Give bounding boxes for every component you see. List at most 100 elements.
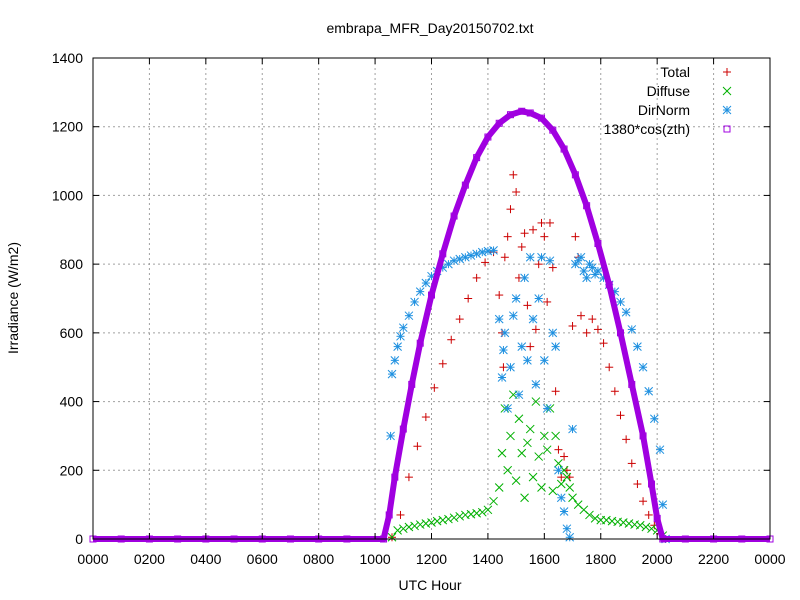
data-point bbox=[548, 263, 557, 272]
data-point bbox=[447, 335, 456, 344]
data-point bbox=[477, 247, 487, 257]
data-point bbox=[638, 362, 648, 372]
data-point bbox=[549, 126, 557, 134]
data-point bbox=[562, 472, 572, 482]
data-point bbox=[537, 218, 546, 227]
data-point bbox=[565, 532, 575, 542]
data-point bbox=[528, 314, 538, 324]
data-point bbox=[416, 339, 424, 347]
data-point bbox=[495, 119, 503, 127]
x-tick-label: 0800 bbox=[303, 551, 334, 567]
data-point bbox=[639, 497, 648, 506]
data-point bbox=[514, 414, 524, 424]
data-point bbox=[649, 414, 659, 424]
data-point bbox=[393, 526, 403, 535]
data-point bbox=[554, 445, 563, 454]
legend-marker bbox=[722, 86, 732, 96]
data-point bbox=[523, 438, 532, 448]
data-point bbox=[605, 363, 614, 372]
data-point bbox=[472, 273, 481, 282]
data-point bbox=[588, 315, 597, 324]
data-point bbox=[415, 287, 425, 296]
data-point bbox=[450, 212, 458, 220]
data-point bbox=[514, 390, 524, 400]
y-tick-label: 200 bbox=[60, 462, 84, 478]
data-point bbox=[568, 424, 577, 434]
legend: Total Diffuse DirNorm 1380*cos(zth) bbox=[604, 64, 732, 137]
data-point bbox=[571, 171, 579, 179]
data-point bbox=[408, 380, 416, 388]
data-point bbox=[489, 496, 498, 506]
data-point bbox=[430, 383, 439, 392]
y-tick-label: 1200 bbox=[52, 119, 83, 135]
data-point bbox=[610, 387, 619, 396]
data-point bbox=[551, 387, 560, 396]
data-point bbox=[506, 362, 515, 372]
data-point bbox=[556, 493, 566, 503]
data-point bbox=[534, 452, 544, 461]
data-point bbox=[444, 259, 453, 269]
data-point bbox=[658, 500, 668, 509]
data-point bbox=[449, 256, 459, 266]
data-point bbox=[499, 363, 508, 372]
data-point bbox=[559, 507, 569, 516]
data-point bbox=[537, 483, 546, 492]
data-point bbox=[523, 355, 532, 365]
data-point bbox=[473, 154, 481, 162]
data-point bbox=[472, 508, 481, 518]
data-point bbox=[539, 431, 549, 441]
data-point bbox=[579, 266, 589, 276]
x-tick-label: 0600 bbox=[247, 551, 278, 567]
data-point bbox=[455, 254, 465, 264]
data-point bbox=[489, 246, 498, 255]
data-point bbox=[393, 342, 403, 351]
data-point bbox=[526, 342, 535, 351]
data-point bbox=[461, 181, 469, 189]
x-tick-label: 1800 bbox=[585, 551, 616, 567]
data-point bbox=[481, 258, 490, 267]
data-point bbox=[655, 445, 665, 455]
data-point bbox=[509, 170, 518, 179]
data-point bbox=[438, 359, 447, 368]
data-point bbox=[605, 281, 613, 289]
data-point bbox=[520, 493, 529, 503]
x-tick-label: 0000 bbox=[754, 551, 785, 567]
data-point bbox=[444, 514, 453, 524]
data-point bbox=[627, 325, 637, 334]
data-point bbox=[413, 442, 422, 451]
data-point bbox=[531, 380, 541, 389]
data-point bbox=[503, 404, 513, 413]
data-point bbox=[585, 510, 594, 520]
data-point bbox=[599, 339, 608, 348]
data-point bbox=[534, 294, 544, 303]
data-point bbox=[410, 297, 419, 307]
data-point bbox=[421, 413, 430, 422]
data-point bbox=[466, 251, 476, 260]
data-point bbox=[583, 202, 591, 210]
data-point bbox=[582, 273, 591, 283]
data-point bbox=[551, 431, 560, 441]
data-point bbox=[545, 218, 554, 227]
data-point bbox=[590, 514, 600, 523]
data-point bbox=[391, 473, 399, 481]
x-tick-label: 1600 bbox=[529, 551, 560, 567]
data-point bbox=[593, 325, 602, 334]
data-point bbox=[477, 507, 487, 517]
data-point bbox=[644, 386, 654, 396]
x-tick-label: 2200 bbox=[698, 551, 729, 567]
y-tick-label: 600 bbox=[60, 325, 84, 341]
data-point bbox=[554, 459, 563, 468]
data-point bbox=[398, 323, 408, 333]
data-point bbox=[582, 328, 591, 337]
data-point bbox=[517, 242, 526, 251]
y-tick-label: 1000 bbox=[52, 187, 83, 203]
data-point bbox=[538, 114, 546, 122]
data-point bbox=[386, 431, 395, 441]
data-point bbox=[427, 518, 436, 527]
data-point bbox=[517, 448, 527, 458]
data-point bbox=[396, 331, 405, 341]
data-point bbox=[621, 307, 631, 317]
data-point bbox=[653, 514, 661, 522]
data-point bbox=[529, 225, 538, 234]
data-point bbox=[539, 355, 549, 365]
